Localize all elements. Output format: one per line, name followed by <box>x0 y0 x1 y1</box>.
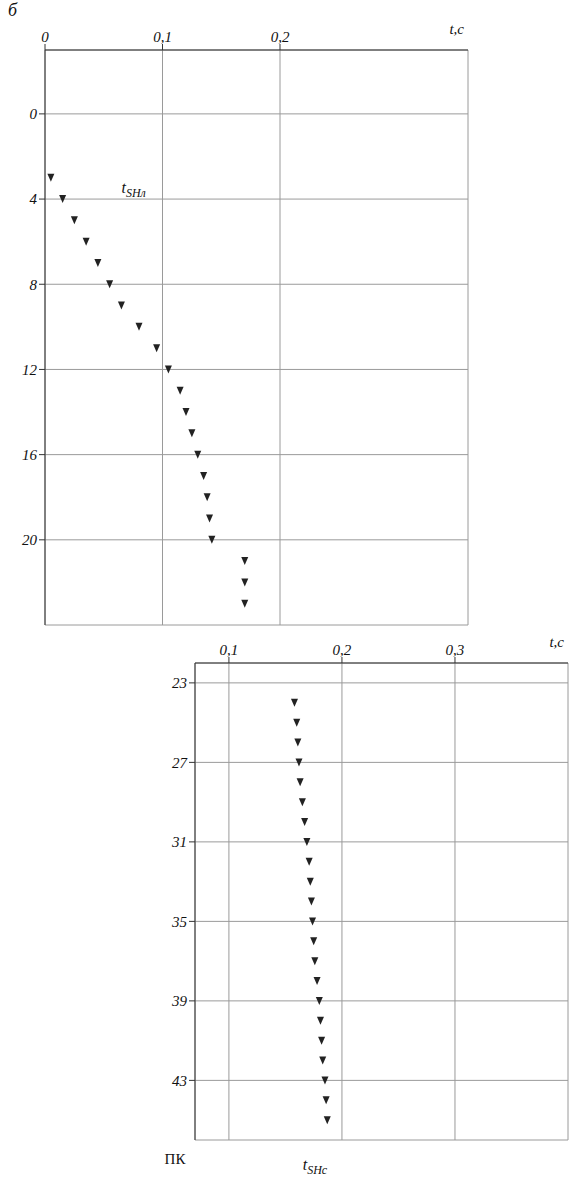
svg-text:20: 20 <box>22 532 38 548</box>
svg-text:0,1: 0,1 <box>220 642 239 658</box>
svg-text:39: 39 <box>171 993 188 1009</box>
svg-text:0: 0 <box>41 29 49 45</box>
svg-text:23: 23 <box>172 675 187 691</box>
svg-text:12: 12 <box>22 362 38 378</box>
svg-text:4: 4 <box>30 191 38 207</box>
svg-text:t,c: t,c <box>549 634 564 650</box>
svg-text:tSHс: tSHс <box>303 1156 328 1177</box>
svg-text:31: 31 <box>171 834 187 850</box>
svg-text:27: 27 <box>172 755 189 771</box>
svg-text:16: 16 <box>22 447 38 463</box>
svg-text:0,2: 0,2 <box>271 29 290 45</box>
svg-text:43: 43 <box>172 1073 187 1089</box>
svg-text:tSHл: tSHл <box>122 179 146 200</box>
svg-text:0,2: 0,2 <box>333 642 352 658</box>
svg-text:t,c: t,c <box>449 21 464 37</box>
html-text:б: б <box>8 0 18 20</box>
svg-text:0,1: 0,1 <box>153 29 172 45</box>
svg-text:8: 8 <box>30 277 38 293</box>
svg-text:ПК: ПК <box>165 1151 187 1167</box>
svg-text:0: 0 <box>30 106 38 122</box>
svg-text:0,3: 0,3 <box>446 642 465 658</box>
svg-text:35: 35 <box>171 914 188 930</box>
